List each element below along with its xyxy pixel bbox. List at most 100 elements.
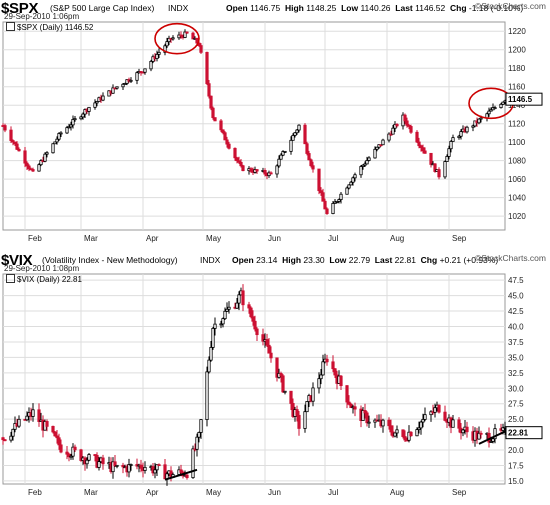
candle-body — [85, 459, 89, 465]
candle — [23, 146, 27, 168]
candle — [321, 188, 325, 202]
spx-exchange: INDX — [168, 3, 189, 13]
candle-body — [237, 160, 241, 163]
candle — [199, 43, 203, 55]
candle — [443, 405, 447, 422]
y-tick-label: 45.0 — [508, 292, 524, 301]
candle — [295, 405, 299, 422]
candle-body — [211, 327, 215, 348]
candle — [279, 153, 283, 160]
candle-body — [81, 113, 85, 118]
y-tick-label: 1160 — [508, 83, 526, 92]
candle-body — [71, 446, 75, 457]
candle — [15, 141, 19, 151]
candle-body — [457, 135, 461, 139]
candle-body — [157, 464, 161, 467]
candle — [3, 123, 7, 133]
candle — [185, 31, 189, 34]
candle-body — [27, 165, 31, 170]
candle-body — [199, 45, 203, 53]
candle-body — [319, 374, 323, 380]
candle-body — [429, 152, 433, 165]
spx-ohlc: Open 1146.75 High 1148.25 Low 1140.26 La… — [226, 3, 524, 13]
x-tick-label: Jun — [268, 488, 281, 497]
y-tick-label: 30.0 — [508, 384, 524, 393]
y-tick-label: 1200 — [508, 46, 526, 55]
trendline — [478, 430, 506, 445]
candle-body — [437, 169, 441, 178]
candle — [237, 291, 241, 311]
candle — [121, 83, 125, 91]
candle — [81, 112, 85, 120]
candle — [55, 136, 59, 145]
candle — [477, 426, 481, 440]
y-tick-label: 1180 — [508, 64, 526, 73]
candle-body — [493, 428, 497, 440]
candle — [437, 167, 441, 180]
candle — [491, 437, 495, 444]
candle-body — [53, 431, 57, 437]
candle-body — [73, 118, 77, 121]
candle — [501, 101, 505, 105]
candle-body — [163, 45, 167, 53]
x-tick-label: Jul — [328, 234, 338, 243]
candle-body — [347, 401, 351, 405]
candle — [59, 439, 63, 454]
plot-frame — [2, 21, 506, 231]
candle-body — [265, 339, 269, 346]
candle-body — [493, 107, 497, 110]
candle-body — [401, 429, 405, 437]
candle-body — [325, 208, 329, 215]
candle-body — [279, 154, 283, 160]
candle — [255, 327, 259, 341]
candle-body — [57, 133, 61, 140]
candle-body — [473, 120, 477, 127]
candle — [253, 315, 257, 332]
candle-body — [255, 169, 259, 172]
candle — [225, 302, 229, 312]
candle — [429, 410, 433, 422]
candle — [375, 146, 379, 152]
candle-body — [139, 464, 143, 469]
candle — [73, 116, 77, 122]
y-tick-label: 17.5 — [508, 461, 524, 470]
candle-body — [345, 385, 349, 403]
candle — [319, 187, 323, 196]
y-tick-label: 37.5 — [508, 338, 524, 347]
candle — [277, 155, 281, 168]
candle — [9, 431, 13, 443]
candle — [163, 43, 167, 56]
candle-body — [321, 192, 325, 202]
candle — [143, 68, 147, 75]
x-tick-label: Mar — [84, 234, 98, 243]
last-price-badge-label: 1146.5 — [508, 95, 533, 104]
candle — [197, 431, 201, 443]
candle — [423, 407, 427, 422]
vix-brand-logo: ©StockCharts.com — [475, 253, 546, 263]
candle-body — [69, 455, 73, 458]
candle — [53, 430, 57, 437]
candle-body — [297, 124, 301, 131]
candle-body — [307, 153, 311, 161]
candle — [429, 152, 433, 168]
candle-body — [501, 101, 505, 105]
candle — [317, 372, 321, 394]
candle — [59, 131, 63, 137]
candle-body — [249, 168, 253, 172]
candle-body — [143, 68, 147, 73]
candle-body — [477, 118, 481, 124]
candle-body — [45, 152, 49, 155]
candle — [121, 462, 125, 474]
candle-body — [179, 469, 183, 473]
candle — [51, 143, 55, 154]
candle — [291, 133, 295, 141]
candle-body — [323, 200, 327, 210]
candle — [331, 355, 335, 373]
y-tick-label: 25.0 — [508, 415, 524, 424]
spx-header: $SPX (S&P 500 Large Cap Index) INDX Open… — [0, 0, 550, 22]
candle-body — [37, 164, 41, 172]
candle-body — [281, 375, 285, 393]
candle — [347, 184, 351, 190]
candle — [223, 307, 227, 320]
candle — [221, 129, 225, 135]
